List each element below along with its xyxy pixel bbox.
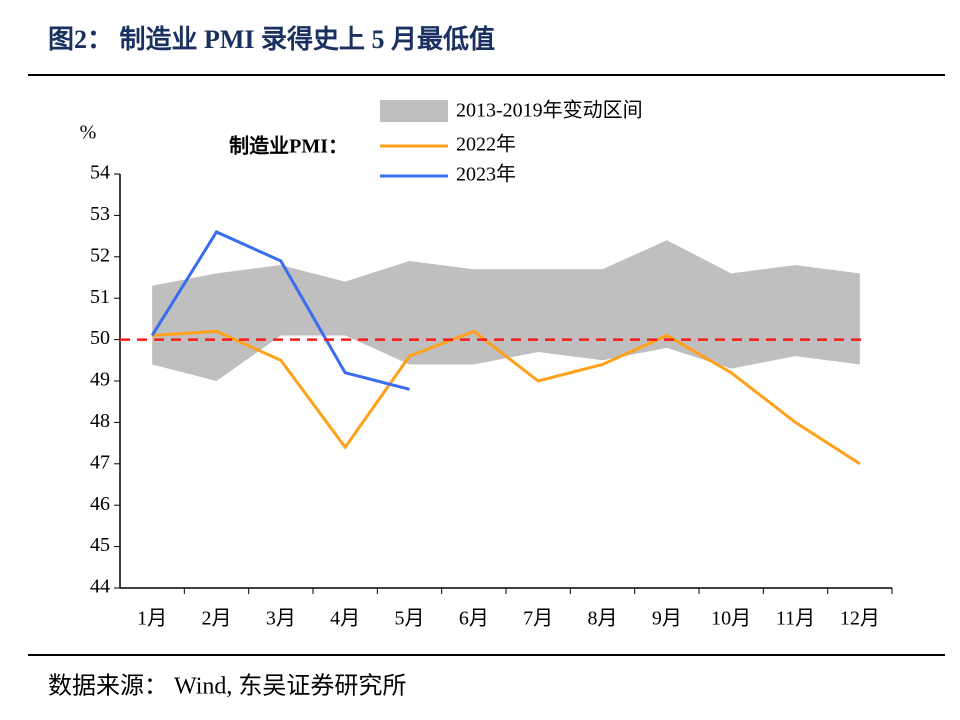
band-area xyxy=(152,240,860,381)
x-tick-label: 4月 xyxy=(330,608,360,630)
x-tick-label: 10月 xyxy=(711,608,751,630)
x-tick-label: 12月 xyxy=(840,608,880,630)
y-axis-label: % xyxy=(80,122,97,144)
x-tick-label: 2月 xyxy=(202,608,232,630)
x-tick-label: 11月 xyxy=(776,608,815,630)
y-tick-label: 47 xyxy=(90,451,110,473)
y-tick-label: 50 xyxy=(90,327,110,349)
y-tick-label: 44 xyxy=(90,576,110,598)
x-tick-label: 3月 xyxy=(266,608,296,630)
x-tick-label: 1月 xyxy=(137,608,167,630)
y-tick-label: 54 xyxy=(90,162,110,184)
y-tick-label: 48 xyxy=(90,410,110,432)
x-tick-label: 9月 xyxy=(652,608,682,630)
legend-label: 2013-2019年变动区间 xyxy=(456,99,643,122)
series-line xyxy=(152,329,861,466)
y-tick-label: 49 xyxy=(90,369,110,391)
series-line xyxy=(150,230,410,391)
x-tick-label: 5月 xyxy=(395,608,425,630)
legend-label: 2023年 xyxy=(456,163,516,186)
y-tick-label: 45 xyxy=(90,534,110,556)
legend-label: 2022年 xyxy=(456,133,516,156)
y-tick-label: 51 xyxy=(90,286,110,308)
y-tick-label: 52 xyxy=(90,244,110,266)
legend-label: 制造业PMI： xyxy=(229,134,348,158)
chart-title: 图2： 制造业 PMI 录得史上 5 月最低值 xyxy=(48,25,495,54)
y-tick-label: 53 xyxy=(90,203,110,225)
y-tick-label: 46 xyxy=(90,493,110,515)
x-tick-label: 8月 xyxy=(588,608,618,630)
legend-swatch xyxy=(380,100,448,122)
source: 数据来源： Wind, 东吴证券研究所 xyxy=(48,673,406,700)
x-tick-label: 7月 xyxy=(523,608,553,630)
x-tick-label: 6月 xyxy=(459,608,489,630)
